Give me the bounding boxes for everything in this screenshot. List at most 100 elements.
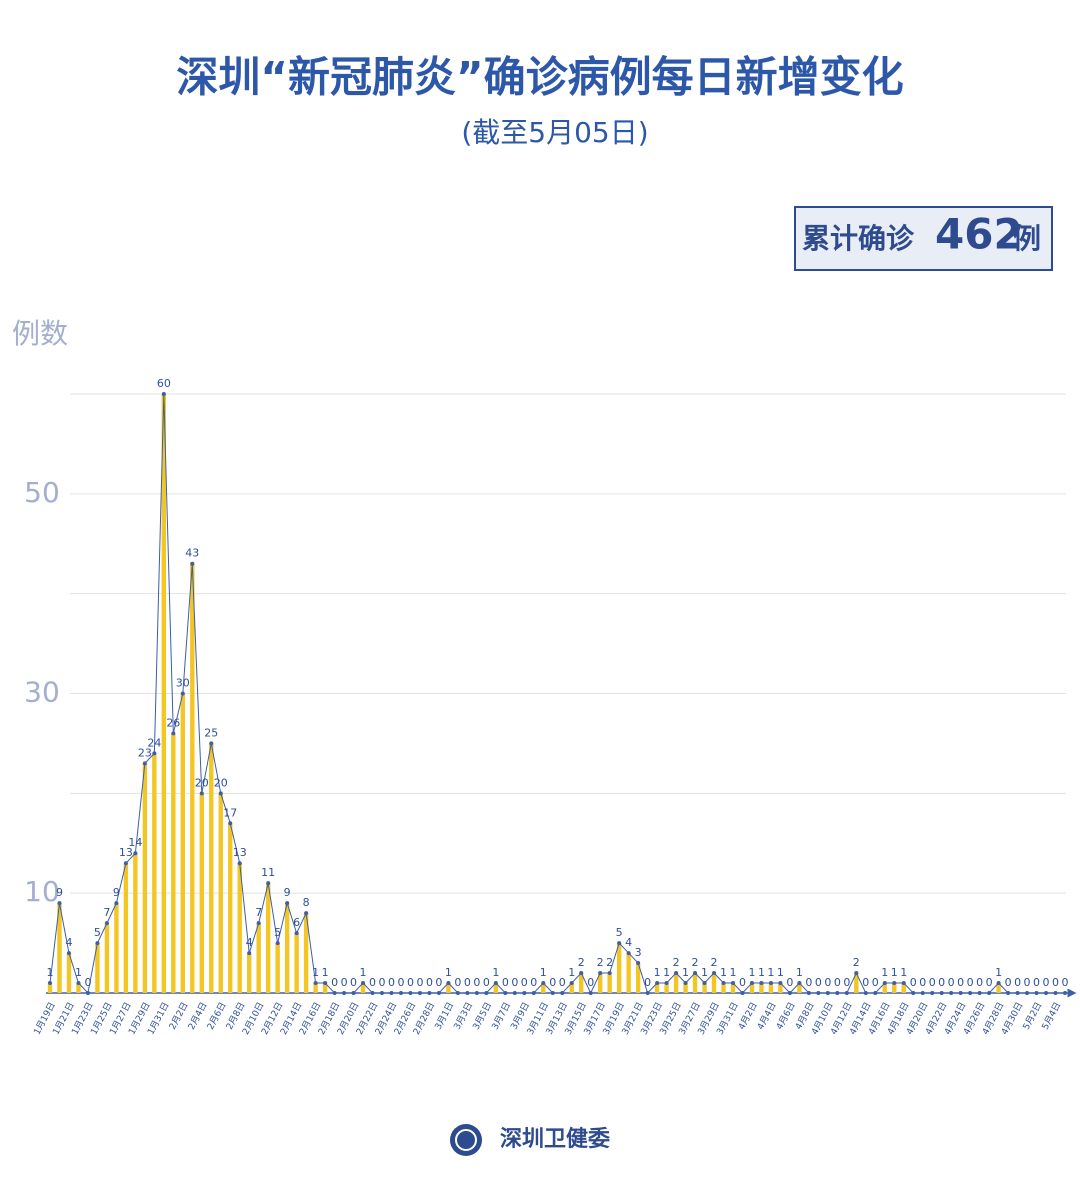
point [825, 991, 830, 995]
point [1053, 991, 1058, 995]
point [579, 971, 584, 976]
data-label: 1 [881, 966, 888, 979]
point [66, 951, 71, 956]
data-label: 17 [223, 806, 237, 819]
data-label: 0 [805, 976, 812, 989]
bar [142, 763, 148, 993]
point [588, 991, 593, 995]
point [218, 791, 223, 796]
data-label: 6 [293, 916, 300, 929]
data-label: 1 [663, 966, 670, 979]
point [835, 991, 840, 995]
data-label: 60 [157, 377, 171, 390]
point [854, 971, 859, 976]
point [607, 971, 612, 976]
data-label: 0 [786, 976, 793, 989]
point [123, 861, 128, 866]
total-unit: 例 [1013, 222, 1041, 255]
point [882, 981, 887, 986]
data-label: 1 [758, 966, 765, 979]
data-label: 1 [322, 966, 329, 979]
data-label: 0 [1052, 976, 1059, 989]
bar [256, 923, 261, 993]
point [958, 991, 963, 995]
data-label: 0 [426, 976, 433, 989]
bar [57, 903, 62, 993]
point [996, 981, 1001, 986]
data-label: 20 [195, 776, 209, 789]
point [370, 991, 375, 995]
data-label: 30 [176, 677, 190, 690]
point [749, 981, 754, 986]
data-label: 1 [492, 966, 499, 979]
point [873, 991, 878, 995]
point [617, 941, 622, 946]
data-label: 0 [369, 976, 376, 989]
data-label: 1 [900, 966, 907, 979]
y-axis-label: 例数 [12, 317, 68, 350]
data-label: 0 [407, 976, 414, 989]
point [171, 731, 176, 736]
data-label: 0 [84, 976, 91, 989]
bar [635, 963, 641, 993]
point [569, 981, 574, 986]
point [702, 981, 707, 986]
y-tick-label: 10 [24, 875, 60, 908]
point [560, 991, 565, 995]
point [304, 911, 309, 916]
bar [749, 983, 755, 993]
bar [597, 973, 603, 993]
point [133, 851, 138, 856]
point [417, 991, 422, 995]
point [531, 991, 536, 995]
data-label: 0 [587, 976, 594, 989]
point [503, 991, 508, 995]
data-label: 2 [853, 956, 860, 969]
bar [190, 563, 195, 993]
data-label: 1 [682, 966, 689, 979]
bar [247, 953, 252, 993]
point [968, 991, 973, 995]
point [104, 921, 109, 926]
bar [218, 793, 223, 993]
data-label: 1 [891, 966, 898, 979]
point [209, 741, 214, 746]
point [95, 941, 100, 946]
point [712, 971, 717, 976]
data-label: 0 [1014, 976, 1021, 989]
point [199, 791, 204, 796]
bar [152, 753, 157, 993]
data-label: 0 [511, 976, 518, 989]
point [332, 991, 337, 995]
data-label: 4 [246, 936, 253, 949]
data-label: 1 [75, 966, 82, 979]
bar [673, 973, 679, 993]
bar [901, 983, 906, 993]
data-label: 1 [654, 966, 661, 979]
bar [579, 973, 584, 993]
data-label: 0 [331, 976, 338, 989]
data-label: 1 [701, 966, 708, 979]
point [939, 991, 944, 995]
point [816, 991, 821, 995]
data-label: 26 [166, 716, 180, 729]
data-label: 25 [204, 726, 218, 739]
data-label: 0 [397, 976, 404, 989]
point [636, 961, 641, 966]
data-label: 7 [103, 906, 110, 919]
data-label: 2 [597, 956, 604, 969]
point [1034, 991, 1039, 995]
data-label: 0 [379, 976, 386, 989]
bar [541, 983, 546, 993]
point [674, 971, 679, 976]
point [740, 991, 745, 995]
bar [76, 983, 81, 993]
bar [730, 983, 736, 993]
data-label: 0 [862, 976, 869, 989]
data-label: 0 [521, 976, 528, 989]
chart-subtitle: (截至5月05日) [461, 116, 648, 149]
data-label: 0 [549, 976, 556, 989]
data-label: 13 [233, 846, 247, 859]
point [768, 981, 773, 986]
data-label: 0 [559, 976, 566, 989]
